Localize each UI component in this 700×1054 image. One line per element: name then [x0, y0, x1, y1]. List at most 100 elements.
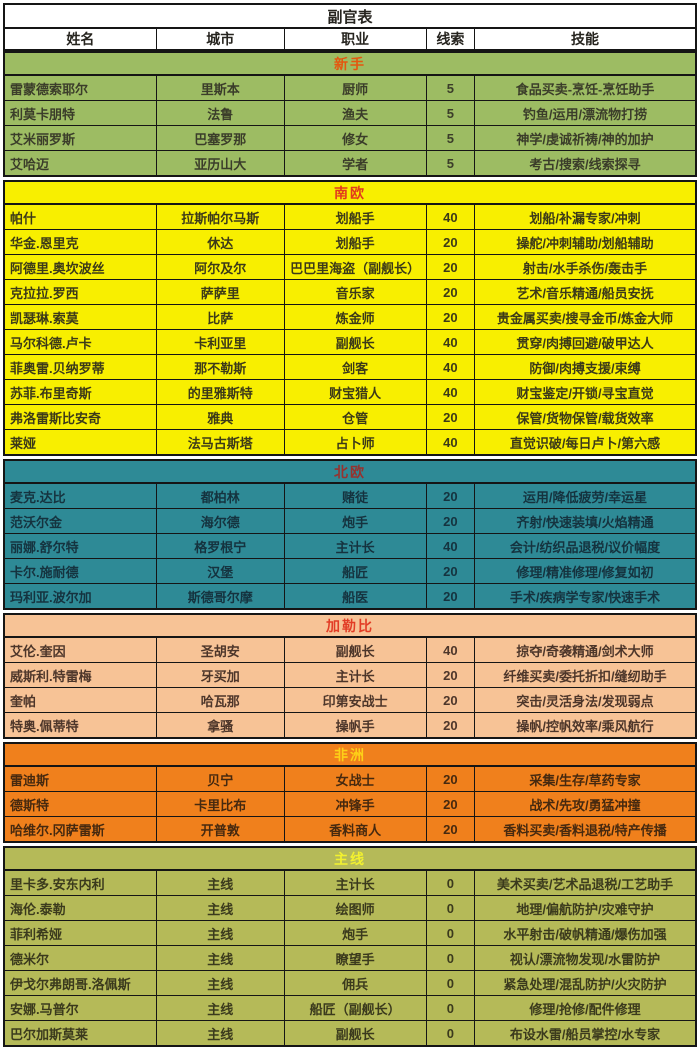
section-title: 非洲 — [3, 742, 697, 767]
cell-clue: 40 — [425, 636, 476, 663]
cell-skill: 齐射/快速装填/火焰精通 — [474, 508, 697, 534]
cell-name: 德斯特 — [3, 791, 157, 817]
cell-skill: 手术/疾病学专家/快速手术 — [474, 583, 697, 610]
section-table: 非洲 雷迪斯 贝宁 女战士 20 采集/生存/草药专家 德斯特 卡里比布 冲锋手 20 战术/先攻/… — [3, 742, 697, 843]
cell-city: 主线 — [155, 995, 285, 1021]
cell-occupation: 学者 — [283, 150, 427, 177]
cell-occupation: 副舰长 — [283, 1020, 427, 1047]
cell-occupation: 剑客 — [283, 354, 427, 380]
cell-name: 巴尔加斯莫莱 — [3, 1020, 157, 1047]
section-table: 北欧 麦克.达比 都柏林 赌徒 20 运用/降低疲劳/幸运星 范沃尔金 海尔德 炮手 20 齐射/快… — [3, 459, 697, 610]
cell-clue: 20 — [425, 254, 476, 280]
title-row: 副官表 — [3, 3, 697, 29]
cell-occupation: 财宝猎人 — [283, 379, 427, 405]
cell-skill: 射击/水手杀伤/轰击手 — [474, 254, 697, 280]
cell-skill: 采集/生存/草药专家 — [474, 765, 697, 792]
cell-city: 休达 — [155, 229, 285, 255]
cell-skill: 钓鱼/运用/漂流物打捞 — [474, 100, 697, 126]
cell-name: 雷蒙德索耶尔 — [3, 74, 157, 101]
cell-occupation: 副舰长 — [283, 636, 427, 663]
section-title: 北欧 — [3, 459, 697, 484]
column-header-occupation: 职业 — [283, 27, 427, 51]
cell-city: 比萨 — [155, 304, 285, 330]
cell-city: 萨萨里 — [155, 279, 285, 305]
section-table: 南欧 帕什 拉斯帕尔马斯 划船手 40 划船/补漏专家/冲刺 华金.恩里克 休达 划船手 20 操舵… — [3, 180, 697, 456]
cell-name: 卡尔.施耐德 — [3, 558, 157, 584]
cell-city: 主线 — [155, 945, 285, 971]
cell-occupation: 炼金师 — [283, 304, 427, 330]
cell-city: 拿骚 — [155, 712, 285, 739]
cell-name: 艾哈迈 — [3, 150, 157, 177]
cell-occupation: 修女 — [283, 125, 427, 151]
cell-skill: 掠夺/奇袭精通/剑术大师 — [474, 636, 697, 663]
cell-name: 海伦.泰勒 — [3, 895, 157, 921]
cell-occupation: 炮手 — [283, 920, 427, 946]
table-row: 艾伦.奎因 圣胡安 副舰长 40 掠夺/奇袭精通/剑术大师 — [3, 636, 697, 663]
cell-clue: 0 — [425, 995, 476, 1021]
cell-name: 莱娅 — [3, 429, 157, 456]
table-row: 海伦.泰勒 主线 绘图师 0 地理/偏航防护/灾难守护 — [3, 895, 697, 921]
cell-clue: 20 — [425, 583, 476, 610]
table-row: 菲利希娅 主线 炮手 0 水平射击/破帆精通/爆伤加强 — [3, 920, 697, 946]
cell-city: 卡里比布 — [155, 791, 285, 817]
cell-skill: 防御/肉搏支援/束缚 — [474, 354, 697, 380]
cell-occupation: 绘图师 — [283, 895, 427, 921]
table-row: 奎帕 哈瓦那 印第安战士 20 突击/灵活身法/发现弱点 — [3, 687, 697, 713]
cell-city: 主线 — [155, 970, 285, 996]
cell-city: 法马古斯塔 — [155, 429, 285, 456]
table-row: 德斯特 卡里比布 冲锋手 20 战术/先攻/勇猛冲撞 — [3, 791, 697, 817]
cell-clue: 40 — [425, 429, 476, 456]
column-header-name: 姓名 — [3, 27, 157, 51]
cell-city: 阿尔及尔 — [155, 254, 285, 280]
cell-occupation: 船医 — [283, 583, 427, 610]
cell-clue: 20 — [425, 687, 476, 713]
cell-occupation: 佣兵 — [283, 970, 427, 996]
cell-city: 海尔德 — [155, 508, 285, 534]
cell-occupation: 厨师 — [283, 74, 427, 101]
table-row: 巴尔加斯莫莱 主线 副舰长 0 布设水雷/船员掌控/水专家 — [3, 1020, 697, 1047]
cell-skill: 食品买卖-烹饪-烹饪助手 — [474, 74, 697, 101]
cell-city: 里斯本 — [155, 74, 285, 101]
cell-city: 亚历山大 — [155, 150, 285, 177]
cell-city: 都柏林 — [155, 482, 285, 509]
cell-occupation: 操帆手 — [283, 712, 427, 739]
cell-occupation: 印第安战士 — [283, 687, 427, 713]
cell-name: 奎帕 — [3, 687, 157, 713]
table-row: 哈维尔.冈萨雷斯 开普敦 香料商人 20 香料买卖/香料退税/特产传播 — [3, 816, 697, 843]
table-row: 帕什 拉斯帕尔马斯 划船手 40 划船/补漏专家/冲刺 — [3, 203, 697, 230]
cell-skill: 保管/货物保管/载货效率 — [474, 404, 697, 430]
cell-occupation: 仓管 — [283, 404, 427, 430]
table-row: 安娜.马普尔 主线 船匠（副舰长） 0 修理/抢修/配件修理 — [3, 995, 697, 1021]
cell-name: 马尔科德.卢卡 — [3, 329, 157, 355]
sections-container: 新手 雷蒙德索耶尔 里斯本 厨师 5 食品买卖-烹饪-烹饪助手 利莫卡朋特 法鲁 渔夫 5 钓鱼/运… — [3, 51, 697, 1047]
cell-skill: 修理/精准修理/修复如初 — [474, 558, 697, 584]
cell-occupation: 主计长 — [283, 662, 427, 688]
cell-skill: 水平射击/破帆精通/爆伤加强 — [474, 920, 697, 946]
cell-clue: 5 — [425, 74, 476, 101]
cell-clue: 20 — [425, 791, 476, 817]
cell-name: 菲利希娅 — [3, 920, 157, 946]
cell-skill: 划船/补漏专家/冲刺 — [474, 203, 697, 230]
cell-clue: 20 — [425, 229, 476, 255]
table-row: 艾哈迈 亚历山大 学者 5 考古/搜索/线索探寻 — [3, 150, 697, 177]
table-row: 阿德里.奥坎波丝 阿尔及尔 巴巴里海盗（副舰长） 20 射击/水手杀伤/轰击手 — [3, 254, 697, 280]
section-title: 南欧 — [3, 180, 697, 205]
section-header-row: 主线 — [3, 846, 697, 871]
cell-name: 艾米丽罗斯 — [3, 125, 157, 151]
cell-city: 斯德哥尔摩 — [155, 583, 285, 610]
cell-city: 贝宁 — [155, 765, 285, 792]
cell-clue: 40 — [425, 379, 476, 405]
table-row: 莱娅 法马古斯塔 占卜师 40 直觉识破/每日卢卜/第六感 — [3, 429, 697, 456]
table-row: 雷蒙德索耶尔 里斯本 厨师 5 食品买卖-烹饪-烹饪助手 — [3, 74, 697, 101]
table-row: 玛利亚.波尔加 斯德哥尔摩 船医 20 手术/疾病学专家/快速手术 — [3, 583, 697, 610]
cell-occupation: 冲锋手 — [283, 791, 427, 817]
table-row: 克拉拉.罗西 萨萨里 音乐家 20 艺术/音乐精通/船员安抚 — [3, 279, 697, 305]
table-row: 卡尔.施耐德 汉堡 船匠 20 修理/精准修理/修复如初 — [3, 558, 697, 584]
cell-occupation: 香料商人 — [283, 816, 427, 843]
column-header-row: 姓名 城市 职业 线索 技能 — [3, 27, 697, 51]
cell-occupation: 主计长 — [283, 533, 427, 559]
cell-city: 主线 — [155, 895, 285, 921]
cell-skill: 战术/先攻/勇猛冲撞 — [474, 791, 697, 817]
cell-skill: 神学/虔诚祈祷/神的加护 — [474, 125, 697, 151]
